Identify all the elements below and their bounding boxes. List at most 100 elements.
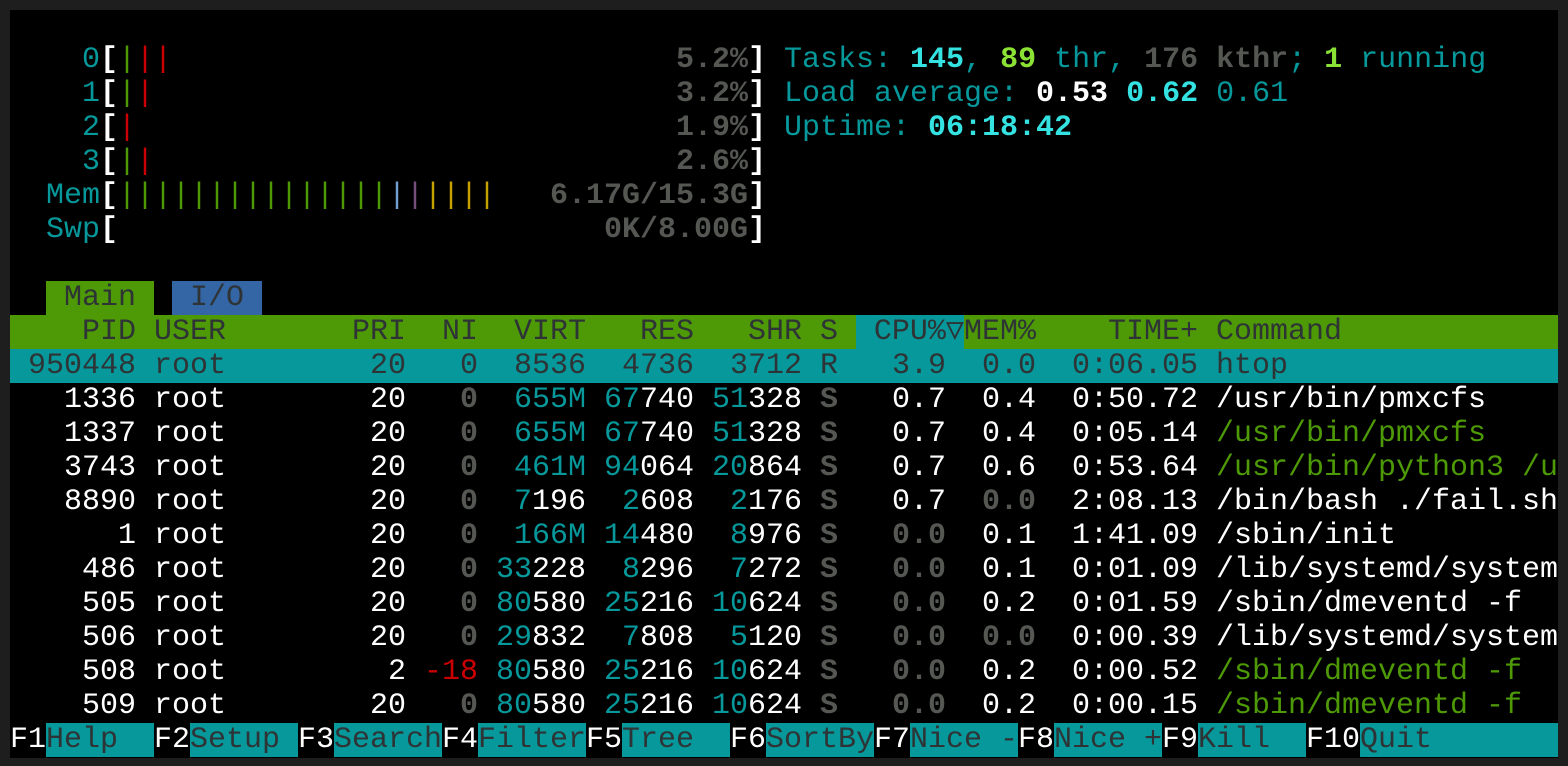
bracket-open: [	[100, 213, 119, 247]
column-user-header[interactable]: USER	[154, 315, 227, 349]
meter-bar-green: |	[118, 43, 137, 77]
state-cell: S	[820, 451, 839, 485]
res-cell-high: 25	[604, 689, 641, 723]
meter-bar-green: |	[280, 179, 299, 213]
column-ni-header[interactable]: NI	[441, 315, 478, 349]
time-cell: 0:00.39	[1071, 621, 1198, 655]
cpu-cell: 0.7	[891, 451, 946, 485]
function-key-f10[interactable]: F10	[1306, 723, 1361, 757]
mem-cell: 0.2	[981, 655, 1036, 689]
meter-bar-green: |	[226, 179, 245, 213]
meter-bar-green: |	[316, 179, 335, 213]
mem-cell: 0.4	[981, 417, 1036, 451]
state-cell: S	[820, 655, 839, 689]
function-setup-button[interactable]: Setup	[190, 723, 298, 757]
function-tree-button[interactable]: Tree	[622, 723, 730, 757]
nice-cell: 0	[459, 383, 478, 417]
meter-bar-red: |	[136, 145, 155, 179]
column-s-header[interactable]: S	[820, 315, 839, 349]
uptime-label: Uptime:	[784, 111, 929, 145]
space	[1108, 77, 1126, 111]
shr-cell-low: 120	[748, 621, 803, 655]
function-key-f6[interactable]: F6	[730, 723, 767, 757]
function-key-f5[interactable]: F5	[586, 723, 623, 757]
res-cell-low: 740	[640, 417, 695, 451]
function-filter-button[interactable]: Filter	[478, 723, 587, 757]
column-time-header[interactable]: TIME+	[1107, 315, 1198, 349]
function-key-f2[interactable]: F2	[154, 723, 191, 757]
time-cell: 0:05.14	[1071, 417, 1198, 451]
meter-label: 3	[81, 145, 100, 179]
tab-main[interactable]: Main	[46, 281, 154, 315]
function-key-f7[interactable]: F7	[874, 723, 911, 757]
res-cell: 4736	[621, 349, 694, 383]
load-15: 0.61	[1216, 77, 1289, 111]
function-sortby-button[interactable]: SortBy	[766, 723, 875, 757]
function-key-f9[interactable]: F9	[1162, 723, 1199, 757]
column-res-header[interactable]: RES	[639, 315, 694, 349]
column-command-header[interactable]: Command	[1216, 315, 1343, 349]
running-label: running	[1342, 43, 1487, 77]
bracket-open: [	[100, 145, 119, 179]
column-shr-header[interactable]: SHR	[747, 315, 802, 349]
state-cell: S	[820, 485, 839, 519]
virt-cell-high: 33	[496, 553, 533, 587]
separator: ,	[964, 43, 1001, 77]
res-cell-low: 296	[640, 553, 695, 587]
bracket-close: ]	[748, 111, 767, 145]
shr-cell-low: 624	[748, 587, 803, 621]
function-kill-button[interactable]: Kill	[1198, 723, 1306, 757]
column-cpu-header[interactable]: CPU%▽	[856, 315, 964, 349]
res-cell-low: 608	[640, 485, 695, 519]
virt-cell-low: 580	[532, 689, 587, 723]
meter-label: 1	[81, 77, 100, 111]
cpu-cell: 0.0	[891, 587, 946, 621]
virt-cell: 461M	[513, 451, 586, 485]
tasks-label: Tasks:	[784, 43, 911, 77]
meter-bar-green: |	[208, 179, 227, 213]
mem-cell: 0.6	[981, 451, 1036, 485]
state-cell: S	[820, 689, 839, 723]
command-cell: /lib/systemd/system	[1216, 621, 1558, 655]
mem-cell: 0.2	[981, 587, 1036, 621]
cpu-cell: 0.0	[891, 655, 946, 689]
column-pid-header[interactable]: PID	[81, 315, 136, 349]
tab-io[interactable]: I/O	[172, 281, 262, 315]
function-nice-button[interactable]: Nice +	[1054, 723, 1163, 757]
pid-cell: 950448	[27, 349, 136, 383]
mem-cell: 0.1	[981, 553, 1036, 587]
meter-bar-green: |	[244, 179, 263, 213]
bracket-open: [	[100, 179, 119, 213]
shr-cell-low: 624	[748, 655, 803, 689]
function-nice-button[interactable]: Nice -	[910, 723, 1019, 757]
nice-cell: 0	[459, 621, 478, 655]
column-pri-header[interactable]: PRI	[351, 315, 406, 349]
function-quit-button[interactable]: Quit	[1360, 723, 1558, 757]
priority-cell: 20	[369, 349, 406, 383]
shr-cell-high: 10	[712, 689, 749, 723]
shr-cell-high: 20	[712, 451, 749, 485]
function-search-button[interactable]: Search	[334, 723, 443, 757]
priority-cell: 20	[369, 417, 406, 451]
nice-cell: 0	[459, 689, 478, 723]
cpu-cell: 0.0	[891, 519, 946, 553]
res-cell-low: 808	[640, 621, 695, 655]
column-virt-header[interactable]: VIRT	[513, 315, 586, 349]
bracket-open: [	[100, 77, 119, 111]
function-key-f4[interactable]: F4	[442, 723, 479, 757]
user-cell: root	[154, 383, 227, 417]
column-mem-header[interactable]: MEM%	[964, 315, 1037, 349]
function-key-f8[interactable]: F8	[1018, 723, 1055, 757]
nice-cell: -18	[424, 655, 479, 689]
virt-cell: 655M	[513, 383, 586, 417]
virt-cell-low: 832	[532, 621, 587, 655]
res-cell-high: 94	[604, 451, 641, 485]
function-help-button[interactable]: Help	[46, 723, 154, 757]
cpu-cell: 3.9	[891, 349, 946, 383]
function-key-f1[interactable]: F1	[10, 723, 47, 757]
function-key-f3[interactable]: F3	[298, 723, 335, 757]
pid-cell: 3743	[63, 451, 136, 485]
process-row[interactable]: 950448 root 20 0 8536 4736 3712 R 3.9 0.0 0:06.05 h…	[10, 349, 1558, 383]
pid-cell: 506	[81, 621, 136, 655]
bracket-close: ]	[748, 179, 767, 213]
